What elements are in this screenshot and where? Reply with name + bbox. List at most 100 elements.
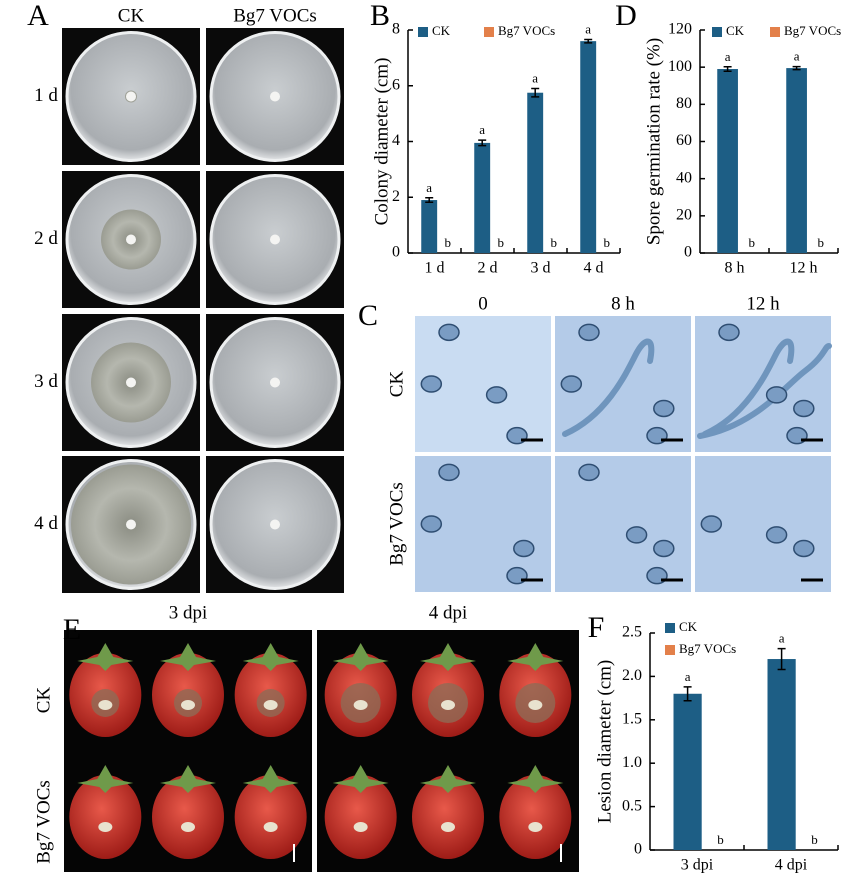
column-label: Bg7 VOCs: [233, 5, 317, 26]
row-label: 2 d: [34, 228, 58, 249]
error-bar: [531, 87, 540, 98]
hypha: [562, 338, 655, 437]
calyx: [160, 765, 216, 793]
y-tick-label: 60: [676, 132, 692, 149]
row-label: 3 d: [34, 371, 58, 392]
y-tick-label: 0: [634, 841, 642, 858]
spore: [485, 386, 508, 404]
inoculum: [270, 234, 280, 245]
spore: [793, 399, 815, 418]
legend-label: Bg7 VOCs: [784, 23, 841, 38]
y-tick-label: 6: [392, 76, 400, 93]
column-label: 8 h: [611, 293, 635, 314]
error-bar: [478, 139, 487, 147]
y-axis-label: Spore germination rate (%): [643, 38, 664, 245]
y-axis-label: Colony diameter (cm): [371, 58, 392, 226]
y-tick-label: 80: [676, 95, 692, 112]
error-bar: [792, 65, 801, 71]
calyx: [77, 643, 134, 671]
photos: [62, 28, 832, 872]
row-label: Bg7 VOCs: [33, 780, 54, 864]
error-bar: [683, 686, 692, 702]
calyx: [507, 643, 564, 671]
row-label: CK: [386, 371, 407, 398]
bar: [474, 142, 491, 253]
strawberry: [152, 775, 224, 859]
spore: [578, 323, 600, 342]
significance-letter: b: [551, 235, 558, 250]
calyx: [77, 765, 134, 793]
significance-letter: b: [445, 235, 452, 250]
significance-letter: a: [479, 122, 485, 137]
inoculum: [270, 519, 280, 530]
y-tick-label: 8: [392, 21, 400, 38]
bar: [421, 200, 438, 253]
panel-label: F: [588, 611, 605, 644]
significance-letter: a: [585, 21, 591, 36]
wound: [263, 822, 278, 832]
spore: [438, 463, 460, 482]
error-bar: [777, 647, 786, 671]
strawberry: [412, 775, 484, 859]
inoculum: [126, 519, 136, 530]
spore: [420, 375, 443, 393]
wound: [441, 700, 455, 710]
column-label: CK: [118, 5, 145, 26]
inoculum: [126, 91, 136, 102]
spore: [765, 386, 788, 404]
wound: [263, 700, 278, 710]
bar: [580, 41, 597, 254]
significance-letter: b: [717, 832, 724, 847]
y-tick-label: 4: [392, 132, 400, 149]
significance-letter: a: [685, 669, 691, 684]
x-tick-label: 4 d: [584, 260, 604, 277]
inoculum: [270, 377, 280, 388]
y-tick-label: 0.5: [622, 797, 642, 814]
y-tick-label: 0: [684, 244, 692, 261]
error-bar: [425, 197, 434, 204]
significance-letter: b: [498, 235, 505, 250]
legend-label: Bg7 VOCs: [679, 641, 736, 656]
wound: [353, 822, 368, 832]
significance-letter: b: [818, 235, 825, 250]
wound: [353, 700, 368, 710]
bar: [717, 69, 738, 254]
calyx: [420, 765, 476, 793]
calyx: [507, 765, 564, 793]
inoculum: [270, 91, 280, 102]
panel-label: E: [63, 613, 81, 646]
spore: [653, 399, 675, 418]
legend-swatch: [770, 27, 780, 37]
x-tick-label: 3 dpi: [681, 857, 714, 874]
strawberry: [324, 775, 397, 859]
error-bar: [584, 38, 593, 44]
x-tick-label: 12 h: [790, 260, 818, 277]
panel-label: D: [615, 0, 637, 32]
spore: [420, 515, 443, 533]
legend-label: CK: [432, 23, 451, 38]
strawberry: [69, 775, 142, 859]
spore: [718, 323, 740, 342]
spore: [765, 526, 788, 544]
legend-swatch: [418, 27, 428, 37]
x-tick-label: 8 h: [725, 260, 745, 277]
y-tick-label: 2: [392, 188, 400, 205]
row-label: 1 d: [34, 85, 58, 106]
spore: [438, 323, 460, 342]
column-label: 0: [478, 293, 488, 314]
micrograph: [555, 456, 691, 592]
legend-label: Bg7 VOCs: [498, 23, 555, 38]
calyx: [242, 765, 299, 793]
y-tick-label: 1.5: [622, 710, 642, 727]
significance-letter: b: [604, 235, 611, 250]
inoculum: [126, 377, 136, 388]
error-bar: [723, 66, 732, 73]
y-tick-label: 20: [676, 207, 692, 224]
column-label: 4 dpi: [429, 602, 468, 623]
legend-swatch: [712, 27, 722, 37]
panel-label: A: [27, 0, 49, 32]
strawberry: [499, 775, 572, 859]
bar: [673, 693, 702, 850]
wound: [528, 822, 543, 832]
hypha: [702, 338, 795, 437]
